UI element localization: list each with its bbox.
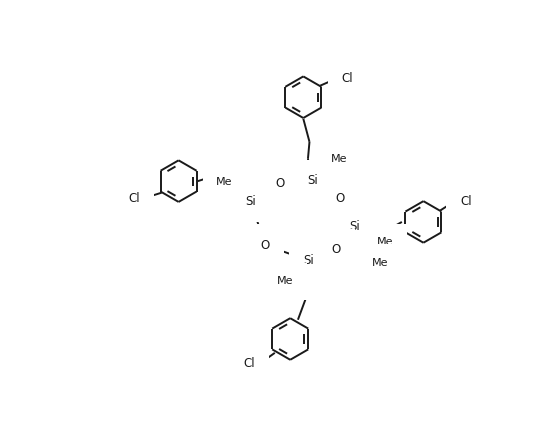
Text: O: O: [260, 238, 270, 252]
Text: Cl: Cl: [460, 196, 472, 208]
Text: Me: Me: [277, 276, 293, 286]
Text: Cl: Cl: [342, 72, 353, 85]
Text: Cl: Cl: [243, 357, 255, 370]
Text: O: O: [332, 243, 341, 256]
Text: O: O: [335, 193, 344, 205]
Text: Si: Si: [307, 174, 318, 187]
Text: O: O: [275, 177, 285, 190]
Text: Cl: Cl: [128, 192, 140, 204]
Text: Si: Si: [245, 195, 256, 208]
Text: Si: Si: [349, 220, 359, 233]
Text: Me: Me: [216, 177, 233, 187]
Text: Me: Me: [331, 154, 347, 164]
Text: Si: Si: [303, 254, 314, 267]
Text: Me: Me: [372, 258, 389, 268]
Text: Me: Me: [377, 237, 394, 247]
